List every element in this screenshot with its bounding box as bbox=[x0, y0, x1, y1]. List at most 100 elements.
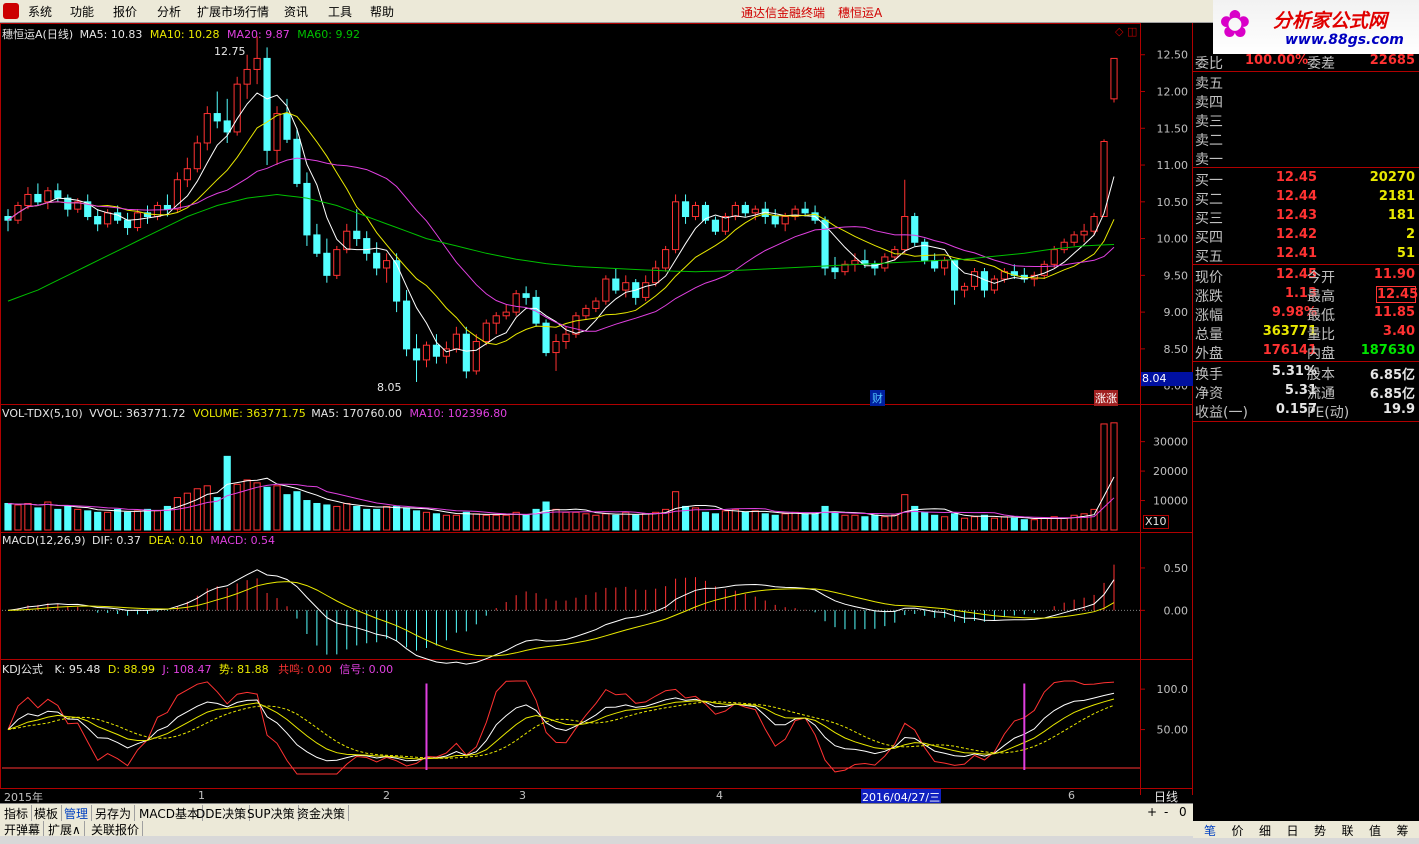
stat-row: 总量 363771 量比 3.40 bbox=[1195, 324, 1417, 343]
tab-save-as[interactable]: 另存为 bbox=[92, 805, 136, 822]
ma20-line bbox=[7, 157, 1115, 332]
shi-label: 势: 81.88 bbox=[218, 663, 269, 676]
volume-panel-header: VOL-TDX(5,10) VVOL: 363771.72 VOLUME: 36… bbox=[2, 407, 507, 420]
candle-body bbox=[303, 182, 311, 236]
menu-info[interactable]: 资讯 bbox=[284, 5, 309, 19]
candle-body bbox=[233, 83, 241, 133]
corner-icons[interactable]: ◇ ◫ bbox=[1115, 25, 1138, 38]
volume-bar bbox=[642, 513, 650, 531]
volume-bar bbox=[104, 511, 112, 531]
quote-tab[interactable]: 筹 bbox=[1396, 824, 1409, 838]
candle-body bbox=[133, 212, 142, 229]
volume-bar bbox=[402, 507, 411, 531]
volume-bar bbox=[662, 508, 670, 531]
tab-fund-decision[interactable]: 资金决策 bbox=[294, 805, 350, 822]
menu-system[interactable]: 系统 bbox=[28, 5, 53, 19]
bid-price: 12.41 bbox=[1275, 246, 1317, 261]
volume-bar bbox=[731, 508, 739, 531]
fund-label-2: PE(动) bbox=[1307, 405, 1350, 421]
tab-dde-decision[interactable]: DDE决策 bbox=[193, 805, 251, 822]
volume-bar bbox=[761, 513, 769, 531]
zoom-reset-button[interactable]: 0 bbox=[1179, 805, 1187, 819]
candle-body bbox=[841, 263, 849, 273]
candle-body bbox=[701, 204, 710, 221]
tab-related-quote[interactable]: 关联报价 bbox=[88, 821, 144, 838]
tab-template[interactable]: 模板 bbox=[31, 805, 63, 822]
stat-label: 外盘 bbox=[1195, 346, 1223, 362]
quote-tab[interactable]: 笔 bbox=[1203, 824, 1216, 838]
candle-body bbox=[223, 120, 231, 133]
stat-row: 涨幅 9.98% 最低 11.85 bbox=[1195, 305, 1417, 324]
j-line bbox=[7, 680, 1115, 775]
tab-danmaku[interactable]: 开弹幕 bbox=[1, 821, 45, 838]
volume-bar bbox=[412, 510, 421, 531]
quote-tab[interactable]: 细 bbox=[1258, 824, 1271, 838]
volume-bar bbox=[632, 514, 640, 531]
volume-unit: X10 bbox=[1143, 515, 1169, 529]
candle-body bbox=[104, 212, 112, 225]
candle-body bbox=[671, 201, 680, 251]
volume-bar bbox=[422, 511, 431, 531]
candle-body bbox=[960, 285, 969, 291]
volume-bar bbox=[811, 513, 819, 531]
tab-manage[interactable]: 管理 bbox=[61, 805, 93, 822]
candle-body bbox=[313, 234, 321, 254]
volume-bar bbox=[223, 455, 231, 531]
candle-body bbox=[482, 322, 490, 343]
candle-body bbox=[1070, 234, 1078, 243]
volume-bar bbox=[831, 511, 839, 531]
tab-indicator[interactable]: 指标 bbox=[1, 805, 33, 822]
stat-label-2: 最低 bbox=[1307, 308, 1335, 324]
candle-body bbox=[393, 260, 401, 302]
quote-tab[interactable]: 值 bbox=[1368, 824, 1381, 838]
zoom-out-button[interactable]: - bbox=[1164, 805, 1169, 819]
volume-bar bbox=[1010, 517, 1018, 531]
menu-help[interactable]: 帮助 bbox=[370, 5, 395, 19]
bid-price: 12.44 bbox=[1275, 189, 1317, 204]
macd-indicator-name: MACD(12,26,9) bbox=[2, 534, 86, 547]
candle-body bbox=[542, 322, 550, 354]
bid-row: 买一 12.45 20270 bbox=[1195, 170, 1417, 189]
volume-bar bbox=[213, 497, 221, 531]
price-tick-label: 9.50 bbox=[1164, 269, 1189, 282]
price-tick-label: 9.00 bbox=[1164, 306, 1189, 319]
volume-bar bbox=[462, 511, 470, 531]
k-label: K: 95.48 bbox=[54, 663, 101, 676]
menu-quote[interactable]: 报价 bbox=[113, 5, 138, 19]
quote-tab[interactable]: 势 bbox=[1313, 824, 1326, 838]
volume-bar bbox=[432, 513, 441, 531]
stat-label-2: 内盘 bbox=[1307, 346, 1335, 362]
volume-bar bbox=[323, 504, 331, 531]
menu-tools[interactable]: 工具 bbox=[328, 5, 353, 19]
candle-body bbox=[412, 348, 421, 361]
volume-bar bbox=[871, 514, 879, 531]
bid-row: 买三 12.43 181 bbox=[1195, 208, 1417, 227]
bid-volume: 20270 bbox=[1369, 170, 1415, 185]
dea-label: DEA: 0.10 bbox=[148, 534, 203, 547]
quote-tab[interactable]: 联 bbox=[1341, 824, 1354, 838]
period-label[interactable]: 日线 bbox=[1154, 790, 1179, 804]
k-line-chart[interactable]: 12.50 12.00 11.50 11.00 10.50 10.00 9.50 9.00 8.… bbox=[0, 23, 1193, 795]
kdj-tick-label: 50.00 bbox=[1157, 724, 1189, 737]
volume-bar bbox=[153, 510, 162, 531]
candle-body bbox=[263, 57, 271, 151]
finance-tag[interactable]: 财 bbox=[870, 390, 885, 406]
app-icon[interactable] bbox=[3, 3, 19, 19]
zoom-in-button[interactable]: + bbox=[1147, 805, 1158, 819]
volume-bar bbox=[173, 497, 181, 531]
volume-bar bbox=[622, 511, 630, 531]
menu-function[interactable]: 功能 bbox=[70, 5, 95, 19]
candle-body bbox=[24, 193, 32, 206]
candle-body bbox=[64, 197, 72, 210]
tab-macd-basic[interactable]: MACD基本 bbox=[136, 805, 203, 822]
volume-bar bbox=[34, 507, 42, 531]
tab-sup-decision[interactable]: SUP决策 bbox=[244, 805, 299, 822]
menu-extended-market[interactable]: 扩展市场行情 bbox=[197, 5, 270, 19]
menu-analysis[interactable]: 分析 bbox=[157, 5, 182, 19]
bid-volume: 51 bbox=[1396, 246, 1415, 261]
quote-tab[interactable]: 日 bbox=[1286, 824, 1299, 838]
tab-expand[interactable]: 扩展∧ bbox=[45, 821, 85, 838]
quote-tab[interactable]: 价 bbox=[1231, 824, 1244, 838]
limit-up-tag[interactable]: 涨涨 bbox=[1094, 390, 1118, 406]
volume-bar bbox=[243, 479, 251, 531]
